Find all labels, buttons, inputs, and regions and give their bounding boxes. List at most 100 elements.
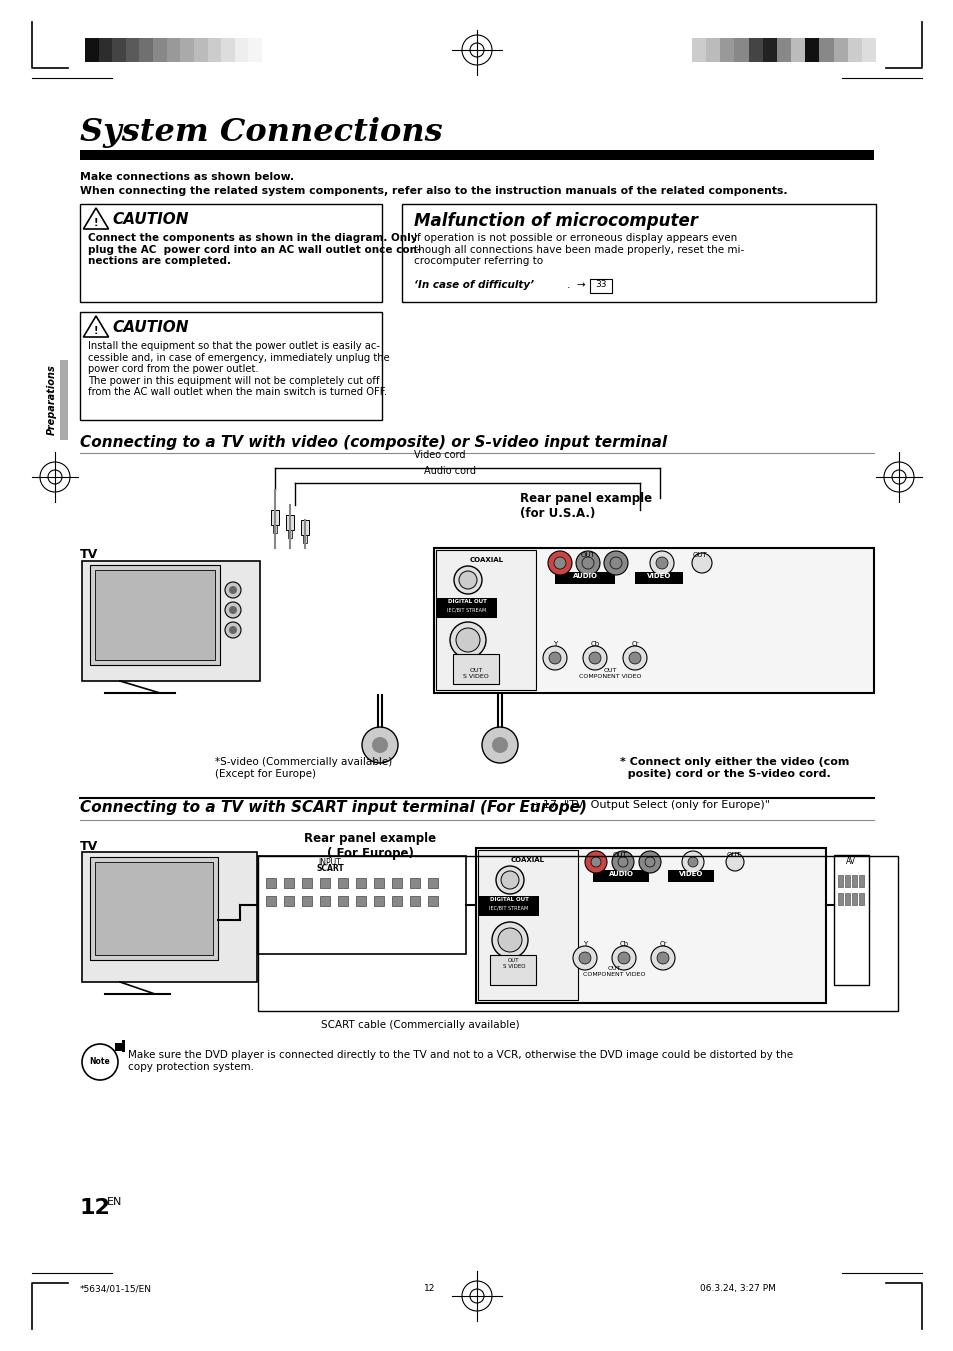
Circle shape [225,603,241,617]
Text: IEC/BIT STREAM: IEC/BIT STREAM [489,905,528,911]
Circle shape [612,946,636,970]
Bar [593,870,648,882]
Bar [833,855,868,985]
Bar [319,878,330,888]
Bar [208,38,221,62]
Circle shape [725,852,743,871]
Circle shape [548,653,560,663]
Bar [139,38,152,62]
Bar [248,38,262,62]
Circle shape [500,871,518,889]
Text: COAXIAL: COAXIAL [470,557,503,563]
Bar [80,150,873,159]
Circle shape [687,857,698,867]
Circle shape [618,952,629,965]
Circle shape [581,557,594,569]
Bar [266,878,275,888]
Bar [490,955,536,985]
Text: Note: Note [90,1058,111,1066]
Bar [392,896,401,907]
Circle shape [229,626,236,634]
Text: COMPONENT VIDEO: COMPONENT VIDEO [578,674,640,680]
Bar [819,38,833,62]
Bar [392,878,401,888]
Text: 33: 33 [595,280,606,289]
Bar [234,38,248,62]
Text: Y: Y [582,942,586,947]
Text: OUT: OUT [612,852,627,858]
Text: CAUTION: CAUTION [112,320,189,335]
Text: 06.3.24, 3:27 PM: 06.3.24, 3:27 PM [700,1283,775,1293]
Circle shape [612,851,634,873]
Text: OUT: OUT [602,667,616,673]
Bar [453,654,498,684]
Bar [833,38,847,62]
Circle shape [681,851,703,873]
Bar [705,38,720,62]
Bar [337,896,348,907]
Text: Audio cord: Audio cord [423,466,476,476]
Bar [790,38,804,62]
Circle shape [454,566,481,594]
Circle shape [590,857,600,867]
Circle shape [225,621,241,638]
Bar [355,896,366,907]
Bar [284,878,294,888]
Bar [401,204,875,303]
Bar [589,280,612,293]
Text: SCART: SCART [315,865,343,873]
Text: .  →: . → [566,280,585,290]
Bar [851,875,856,888]
Bar [851,893,856,905]
Text: DIGITAL OUT: DIGITAL OUT [447,598,486,604]
Circle shape [618,857,627,867]
Bar [861,38,875,62]
Text: Cb: Cb [618,942,628,947]
Bar [221,38,234,62]
Circle shape [584,851,606,873]
Text: Cr: Cr [631,640,639,647]
Text: If operation is not possible or erroneous display appears even
though all connec: If operation is not possible or erroneou… [414,232,743,266]
Text: Rear panel example
( For Europe): Rear panel example ( For Europe) [304,832,436,861]
Text: Connecting to a TV with SCART input terminal (For Europe): Connecting to a TV with SCART input term… [80,800,586,815]
Circle shape [649,551,673,576]
Bar [303,535,307,543]
Text: Connecting to a TV with video (composite) or S-video input terminal: Connecting to a TV with video (composite… [80,435,666,450]
Text: AUDIO: AUDIO [572,573,597,580]
Bar [762,38,776,62]
Circle shape [547,551,572,576]
Circle shape [603,551,627,576]
Bar [286,515,294,530]
Text: AV: AV [845,857,855,866]
Bar [428,878,437,888]
Bar [667,870,713,882]
Text: * Connect only either the video (com
  posite) cord or the S-video cord.: * Connect only either the video (com pos… [619,757,848,778]
Text: Cb: Cb [590,640,598,647]
Circle shape [691,553,711,573]
Bar [355,878,366,888]
Text: VIDEO: VIDEO [679,871,702,877]
Text: → 17  "TV  Output Select (only for Europe)": → 17 "TV Output Select (only for Europe)… [530,800,769,811]
Text: System Connections: System Connections [80,118,442,149]
Bar [410,896,419,907]
Bar [858,875,863,888]
Text: S VIDEO: S VIDEO [502,965,525,969]
Text: Cr: Cr [659,942,666,947]
Bar [374,896,384,907]
Bar [95,570,214,661]
Text: AUDIO: AUDIO [608,871,633,877]
Text: OUT: OUT [469,667,482,673]
Bar [436,550,536,690]
Bar [193,38,208,62]
Text: Malfunction of microcomputer: Malfunction of microcomputer [414,212,698,230]
Text: COAXIAL: COAXIAL [511,857,544,863]
Circle shape [628,653,640,663]
Text: !: ! [93,327,98,336]
Bar [302,896,312,907]
Bar [90,565,220,665]
Bar [98,38,112,62]
Circle shape [82,1044,118,1079]
Bar [804,38,819,62]
Circle shape [492,738,507,753]
Text: Make sure the DVD player is connected directly to the TV and not to a VCR, other: Make sure the DVD player is connected di… [128,1050,792,1071]
